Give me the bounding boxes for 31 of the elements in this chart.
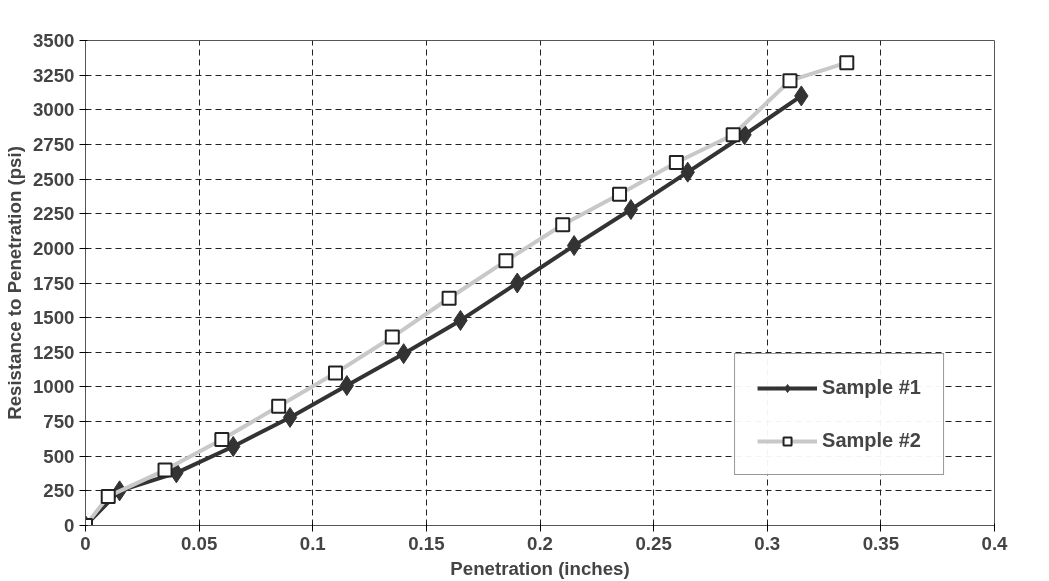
y-tick-label: 2500 bbox=[33, 168, 75, 190]
y-tick-label: 3500 bbox=[33, 30, 75, 51]
x-tick-label: 0.4 bbox=[981, 532, 1009, 554]
x-tick-label: 0 bbox=[80, 532, 91, 554]
y-tick-label: 3000 bbox=[33, 99, 75, 121]
point bbox=[623, 199, 639, 221]
y-tick-label: 0 bbox=[64, 515, 75, 536]
y-tick-label: 3250 bbox=[33, 64, 75, 86]
x-tick-label: 0.1 bbox=[299, 532, 326, 554]
y-tick-label: 750 bbox=[43, 411, 75, 433]
point bbox=[566, 235, 582, 257]
y-tick-label: 1000 bbox=[33, 376, 75, 398]
y-tick-label: 1500 bbox=[33, 307, 75, 329]
y-tick-label: 2000 bbox=[33, 237, 75, 259]
x-axis-title: Penetration (inches) bbox=[450, 557, 630, 579]
y-axis-title: Resistance to Penetration (psi) bbox=[4, 146, 25, 420]
y-tick-label: 2750 bbox=[33, 133, 75, 155]
x-tick-label: 0.25 bbox=[635, 532, 672, 554]
point bbox=[282, 406, 298, 428]
y-tick-label: 500 bbox=[43, 445, 75, 467]
x-tick-label: 0.35 bbox=[862, 532, 900, 554]
legend-label: Sample #1 bbox=[822, 376, 921, 399]
y-tick-label: 1750 bbox=[33, 272, 75, 294]
y-tick-label: 2250 bbox=[33, 203, 75, 225]
x-tick-label: 0.15 bbox=[408, 532, 445, 554]
x-tick-label: 0.3 bbox=[754, 532, 781, 554]
y-tick-label: 250 bbox=[43, 480, 75, 502]
legend-label: Sample #2 bbox=[822, 429, 921, 452]
x-tick-label: 0.05 bbox=[180, 532, 218, 554]
x-tick-label: 0.2 bbox=[527, 532, 553, 554]
y-tick-label: 1250 bbox=[33, 341, 75, 363]
